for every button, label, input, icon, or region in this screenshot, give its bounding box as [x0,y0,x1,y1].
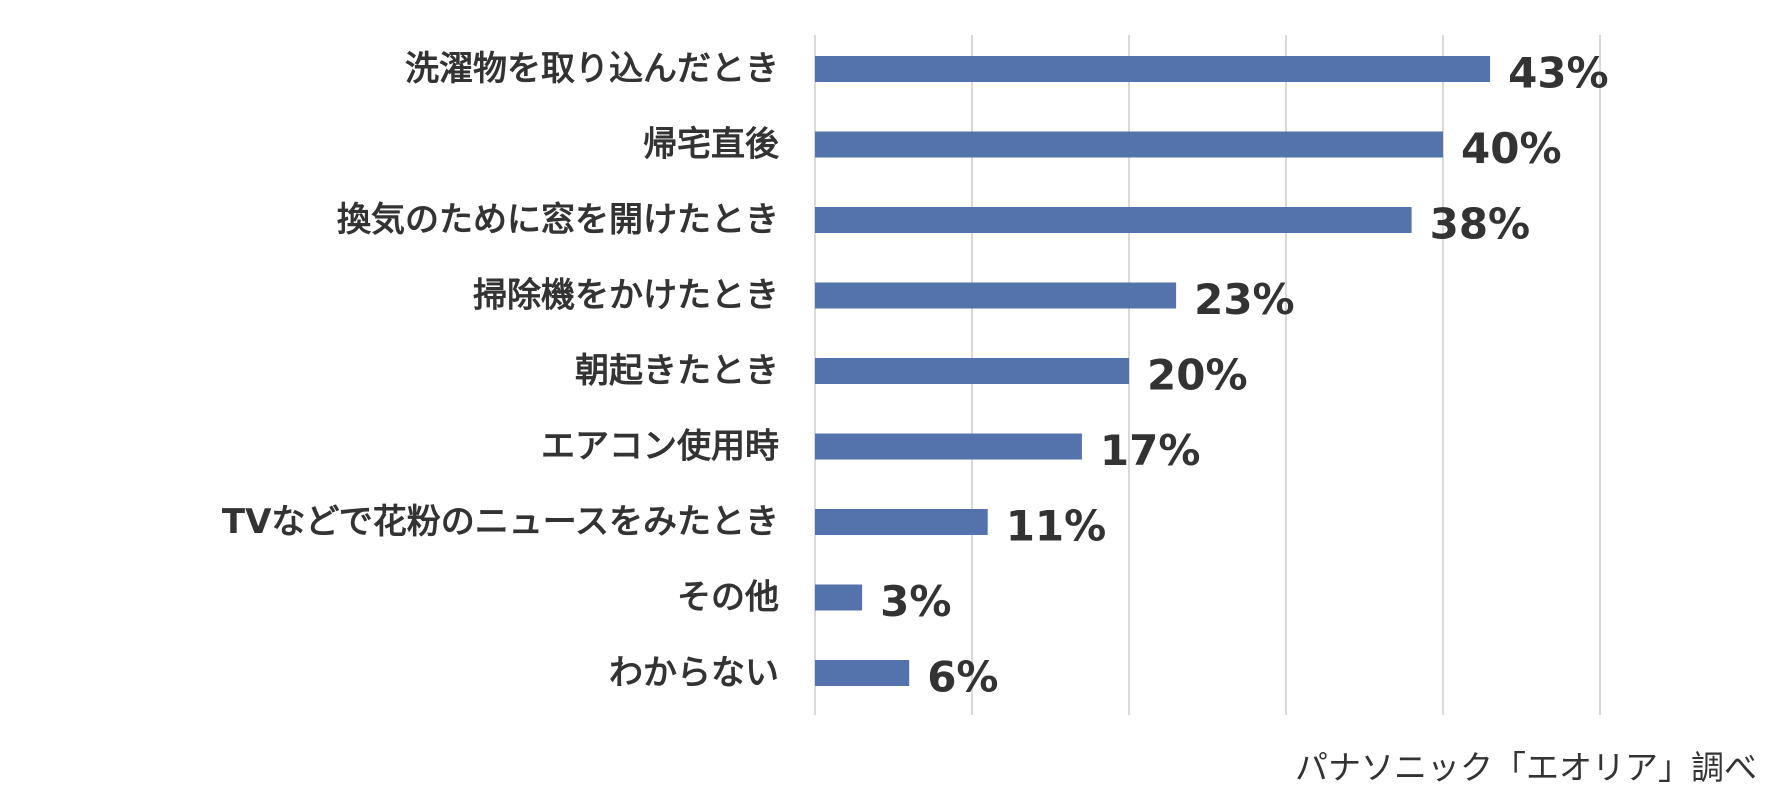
value-label: 38% [1430,200,1531,249]
bar [815,584,863,611]
category-label: 換気のために窓を開けたとき [337,200,779,240]
category-label: 掃除機をかけたとき [473,276,779,316]
category-label: TVなどで花粉のニュースをみたとき [222,502,779,542]
category-label: 帰宅直後 [643,125,780,165]
category-label: その他 [677,578,779,618]
value-label: 6% [927,653,998,702]
value-labels: 43% 40% 38% 23% 20% 17% 11% 3% 6% [880,49,1609,702]
bar [815,282,1177,309]
value-label: 23% [1194,275,1295,324]
source-note: パナソニック「エオリア」調べ [1295,748,1757,787]
bar [815,56,1491,82]
value-label: 20% [1147,351,1248,400]
bars [815,56,1491,686]
bar [815,433,1082,460]
category-label: わからない [609,653,779,693]
bar [815,131,1443,158]
value-label: 17% [1100,426,1201,475]
category-labels: 洗濯物を取り込んだとき帰宅直後換気のために窓を開けたとき掃除機をかけたとき朝起き… [222,49,780,693]
category-label: エアコン使用時 [541,427,779,467]
category-label: 洗濯物を取り込んだとき [405,49,779,89]
bar [815,207,1412,233]
value-label: 3% [880,577,951,626]
bar [815,358,1129,384]
bar [815,660,910,686]
value-label: 43% [1508,49,1609,98]
bar [815,509,988,535]
value-label: 40% [1461,124,1562,173]
value-label: 11% [1006,502,1107,551]
category-label: 朝起きたとき [575,351,779,391]
